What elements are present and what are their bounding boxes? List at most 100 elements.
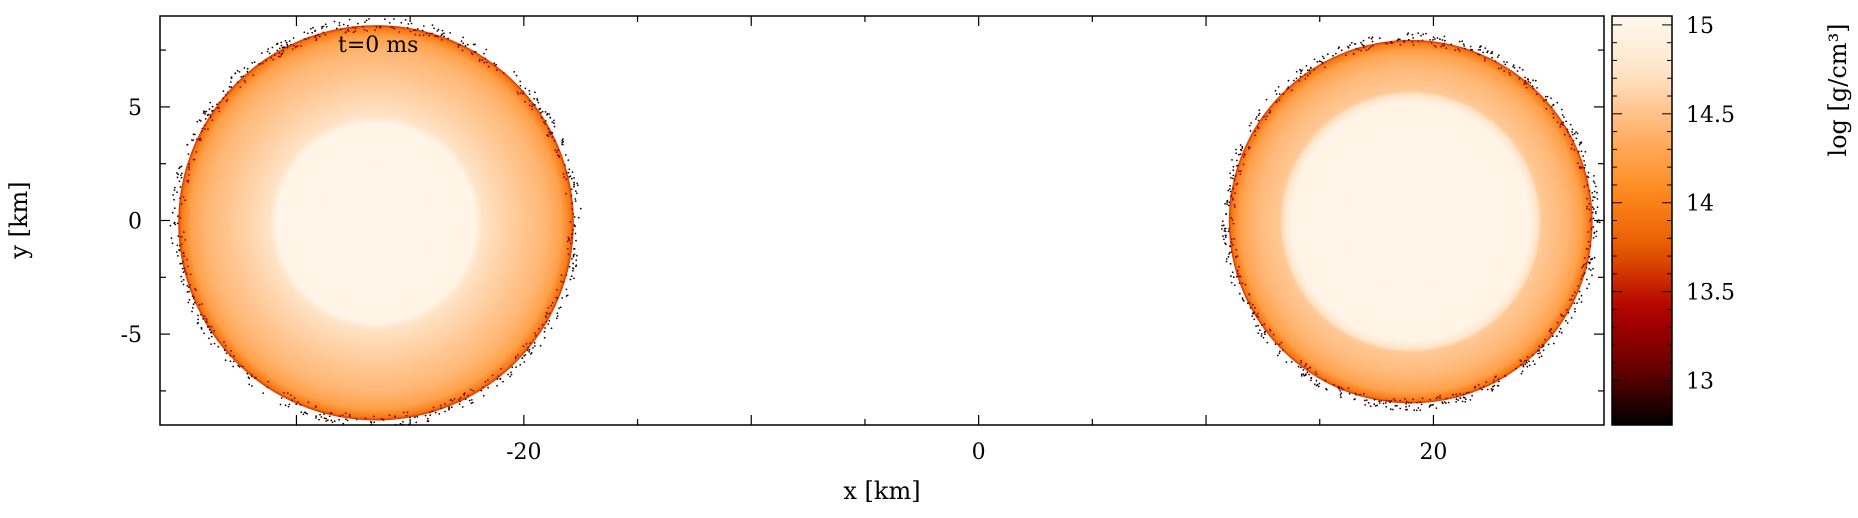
surface-particle	[524, 87, 527, 90]
surface-particle	[1503, 61, 1505, 63]
surface-particle	[1269, 330, 1272, 332]
surface-particle	[1560, 313, 1562, 316]
surface-particle	[1589, 220, 1591, 222]
surface-particle	[1524, 359, 1526, 362]
surface-particle	[1228, 227, 1230, 230]
surface-particle	[321, 25, 323, 28]
surface-particle	[1350, 41, 1353, 44]
surface-particle	[496, 378, 499, 380]
surface-particle	[1220, 228, 1223, 230]
surface-particle	[1378, 37, 1381, 40]
surface-particle	[1544, 338, 1546, 341]
surface-particle	[180, 174, 182, 177]
surface-particle	[1540, 355, 1543, 358]
surface-particle	[1569, 123, 1572, 126]
surface-particle	[331, 421, 334, 424]
surface-particle	[1588, 268, 1590, 270]
surface-particle	[1405, 402, 1408, 405]
surface-particle	[1578, 143, 1581, 146]
surface-particle	[1348, 392, 1351, 395]
surface-particle	[347, 24, 349, 27]
surface-particle	[530, 352, 533, 354]
surface-particle	[1565, 319, 1567, 322]
surface-particle	[346, 419, 349, 422]
surface-particle	[576, 254, 578, 257]
surface-particle	[1528, 360, 1530, 363]
surface-particle	[1278, 99, 1281, 102]
surface-particle	[1386, 42, 1389, 45]
surface-particle	[502, 380, 504, 383]
surface-particle	[236, 81, 239, 83]
surface-particle	[1574, 310, 1576, 313]
surface-particle	[1595, 235, 1597, 238]
surface-particle	[483, 61, 486, 64]
surface-particle	[1285, 361, 1288, 363]
surface-particle	[547, 307, 550, 309]
surface-particle	[544, 111, 547, 113]
surface-particle	[434, 411, 437, 414]
surface-particle	[1492, 385, 1494, 388]
surface-particle	[517, 354, 519, 356]
surface-particle	[1378, 402, 1381, 404]
surface-particle	[1415, 409, 1418, 412]
surface-particle	[1341, 388, 1344, 391]
surface-particle	[1586, 184, 1589, 186]
colorbar-tick-label: 14	[1686, 192, 1714, 217]
surface-particle	[405, 414, 408, 417]
surface-particle	[1539, 352, 1541, 354]
surface-particle	[1465, 392, 1468, 394]
surface-particle	[487, 386, 489, 389]
surface-particle	[251, 385, 253, 387]
surface-particle	[173, 189, 176, 192]
surface-particle	[1304, 363, 1307, 366]
surface-particle	[1587, 240, 1590, 243]
surface-particle	[1314, 371, 1317, 373]
surface-particle	[287, 405, 290, 408]
surface-particle	[188, 174, 190, 176]
surface-particle	[546, 134, 549, 136]
surface-particle	[459, 400, 462, 403]
surface-particle	[1371, 44, 1374, 47]
surface-particle	[564, 154, 567, 156]
surface-particle	[1231, 197, 1234, 200]
surface-particle	[262, 392, 265, 394]
surface-particle	[1228, 188, 1231, 191]
surface-particle	[207, 113, 210, 116]
surface-particle	[1573, 132, 1576, 135]
surface-particle	[1471, 394, 1473, 397]
surface-particle	[571, 258, 573, 260]
surface-particle	[523, 355, 526, 357]
surface-particle	[1315, 373, 1318, 375]
surface-particle	[1403, 41, 1406, 44]
surface-particle	[283, 46, 286, 49]
surface-particle	[1261, 324, 1263, 326]
surface-particle	[1481, 388, 1483, 391]
surface-particle	[1248, 147, 1250, 150]
surface-particle	[553, 139, 556, 142]
surface-particle	[1552, 104, 1554, 107]
y-axis-label: y [km]	[5, 181, 33, 259]
surface-particle	[1230, 194, 1233, 197]
surface-particle	[565, 274, 568, 276]
surface-particle	[1586, 175, 1589, 178]
surface-particle	[1580, 301, 1583, 303]
surface-particle	[194, 133, 196, 136]
surface-particle	[1237, 164, 1239, 167]
surface-particle	[1230, 241, 1233, 244]
surface-particle	[374, 29, 376, 31]
surface-particle	[1390, 399, 1393, 402]
surface-particle	[170, 237, 173, 240]
surface-particle	[1532, 79, 1534, 82]
surface-particle	[1526, 365, 1529, 368]
surface-particle	[204, 113, 207, 115]
surface-particle	[1589, 269, 1592, 271]
surface-particle	[1228, 201, 1231, 204]
surface-particle	[1257, 114, 1260, 116]
surface-particle	[1248, 293, 1251, 295]
surface-particle	[242, 75, 245, 77]
surface-particle	[431, 410, 434, 413]
surface-particle	[1313, 68, 1316, 71]
surface-particle	[199, 120, 202, 122]
surface-particle	[1355, 393, 1358, 396]
surface-particle	[348, 413, 351, 416]
